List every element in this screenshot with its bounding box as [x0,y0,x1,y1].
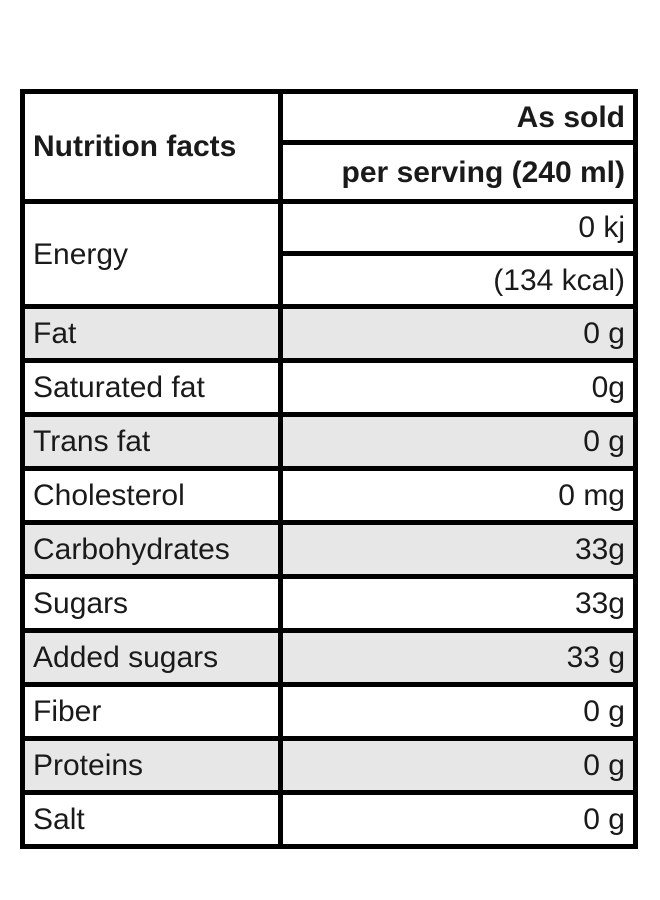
column-header-per-serving: per serving (240 ml) [278,140,638,204]
nutrient-value: 0 g [278,682,638,741]
table-row-added-sugars: Added sugars 33 g [20,628,638,687]
nutrition-facts-table: Nutrition facts As sold per serving (240… [20,89,638,849]
nutrient-value: 33g [278,574,638,633]
table-row-cholesterol: Cholesterol 0 mg [20,466,638,525]
nutrient-value: 0 g [278,736,638,795]
nutrient-label: Salt [20,790,283,849]
nutrient-value: 0 g [278,304,638,363]
nutrient-label: Added sugars [20,628,283,687]
header-row-top: Nutrition facts As sold [20,89,638,204]
column-header-as-sold: As sold [278,89,638,145]
nutrient-value: 0 mg [278,466,638,525]
energy-row-kcal: (134 kcal) [23,251,638,309]
nutrient-label: Trans fat [20,412,283,471]
table-row-saturated-fat: Saturated fat 0g [20,358,638,417]
nutrient-label: Saturated fat [20,358,283,417]
nutrient-label: Proteins [20,736,283,795]
nutrient-label: Fat [20,304,283,363]
table-row-sugars: Sugars 33g [20,574,638,633]
nutrient-label: Fiber [20,682,283,741]
nutrient-value: 0 g [278,412,638,471]
table-row-carbohydrates: Carbohydrates 33g [20,520,638,579]
table-row-salt: Salt 0 g [20,790,638,849]
nutrient-value: 33g [278,520,638,579]
energy-value-kcal: (134 kcal) [278,251,638,309]
energy-row-kj: Energy 0 kj [20,199,638,309]
energy-label: Energy [20,199,283,309]
table-row-trans-fat: Trans fat 0 g [20,412,638,471]
table-row-fat: Fat 0 g [20,304,638,363]
nutrient-value: 33 g [278,628,638,687]
nutrient-value: 0 g [278,790,638,849]
nutrition-facts-title: Nutrition facts [20,89,283,204]
nutrient-label: Sugars [20,574,283,633]
header-row-bottom: per serving (240 ml) [23,140,638,204]
table-row-proteins: Proteins 0 g [20,736,638,795]
energy-value-kj: 0 kj [278,199,638,256]
table-row-fiber: Fiber 0 g [20,682,638,741]
nutrient-label: Carbohydrates [20,520,283,579]
nutrient-value: 0g [278,358,638,417]
nutrient-label: Cholesterol [20,466,283,525]
